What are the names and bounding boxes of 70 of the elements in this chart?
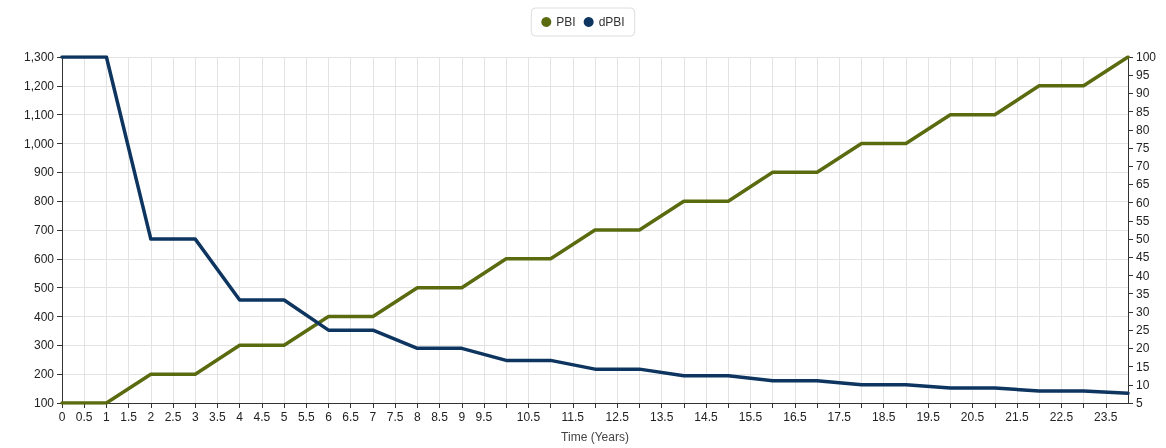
y-tick-label: 1,000 [23,136,55,151]
legend-label: PBI [556,15,576,29]
y-tick-label: 500 [33,280,55,295]
y2-tick-label: 85 [1136,104,1150,119]
y2-tick-label: 95 [1136,68,1150,83]
x-tick-label: 3.5 [209,410,227,424]
x-tick-label: 4.5 [253,410,271,424]
y2-tick-label: 55 [1136,213,1150,228]
y2-tick-label: 5 [1136,396,1143,410]
x-tick-label: 16.5 [783,410,807,424]
y2-tick-label: 60 [1136,195,1150,210]
y-tick-label: 1,200 [23,78,55,93]
x-tick-label: 20.5 [960,410,985,424]
y-tick-label: 1,300 [23,50,55,64]
y-tick-label: 1,100 [23,107,55,122]
legend-label: dPBI [598,15,625,29]
y-tick-label: 900 [33,165,55,180]
y2-tick-label: 15 [1136,359,1150,374]
y-tick-label: 600 [33,251,55,266]
x-tick-label: 8.5 [431,410,449,424]
y2-tick-label: 70 [1136,159,1150,174]
x-tick-label: 3 [191,410,199,424]
x-axis-title: Time (Years) [561,430,629,444]
x-tick-label: 7.5 [386,410,404,424]
x-tick-label: 8 [413,410,421,424]
x-tick-label: 5.5 [297,410,315,424]
x-tick-label: 13.5 [649,410,674,424]
y-tick-label: 700 [33,223,55,237]
x-tick-label: 6 [325,410,333,424]
y2-tick-label: 35 [1136,286,1150,301]
y2-tick-label: 10 [1136,377,1150,392]
x-tick-label: 21.5 [1005,410,1029,424]
y2-tick-label: 65 [1136,177,1150,192]
x-tick-label: 4 [236,410,244,424]
x-tick-label: 17.5 [827,410,852,424]
y2-tick-label: 80 [1136,122,1150,137]
y2-tick-label: 90 [1136,86,1150,101]
y2-tick-label: 40 [1136,268,1150,283]
y-tick-label: 800 [33,194,55,209]
x-tick-label: 1 [103,410,111,424]
x-tick-label: 19.5 [916,410,941,424]
y2-tick-label: 50 [1136,232,1150,247]
x-tick-label: 0 [58,410,66,424]
x-tick-label: 10.5 [516,410,541,424]
x-tick-label: 2 [147,410,155,424]
x-tick-label: 1.5 [120,410,138,424]
x-tick-label: 14.5 [694,410,719,424]
y-tick-label: 300 [33,338,55,353]
x-tick-label: 12.5 [605,410,630,424]
y-tick-label: 100 [33,396,55,410]
y2-tick-label: 45 [1136,250,1150,265]
x-tick-label: 0.5 [75,410,93,424]
x-tick-label: 5 [280,410,288,424]
y2-tick-label: 25 [1136,323,1150,338]
y-tick-label: 200 [33,367,55,382]
x-tick-label: 11.5 [561,410,585,424]
x-tick-label: 22.5 [1049,410,1074,424]
x-tick-label: 6.5 [342,410,360,424]
x-tick-label: 23.5 [1094,410,1118,424]
x-tick-label: 18.5 [872,410,896,424]
y2-tick-label: 75 [1136,141,1150,156]
x-tick-label: 9.5 [475,410,493,424]
y-tick-label: 400 [33,309,55,324]
y2-tick-label: 30 [1136,304,1150,319]
x-tick-label: 9 [458,410,466,424]
y2-tick-label: 100 [1136,50,1157,64]
x-tick-label: 7 [369,410,377,424]
x-tick-label: 2.5 [164,410,182,424]
x-tick-label: 15.5 [738,410,763,424]
y2-tick-label: 20 [1136,341,1150,356]
